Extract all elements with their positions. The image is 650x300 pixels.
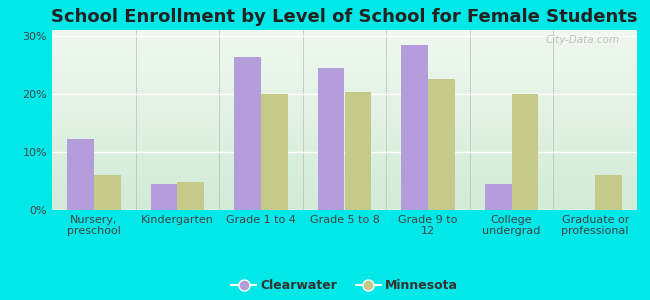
Title: School Enrollment by Level of School for Female Students: School Enrollment by Level of School for… [51,8,638,26]
Bar [512,94,538,210]
Bar [151,184,177,210]
Text: City-Data.com: City-Data.com [545,35,619,45]
Bar [94,175,120,210]
Bar [401,44,428,210]
Bar [261,94,288,210]
Bar [595,175,622,210]
Bar [67,139,94,210]
Bar [318,68,344,210]
Bar [344,92,371,210]
Bar [177,182,204,210]
Bar [485,184,512,210]
Legend: Clearwater, Minnesota: Clearwater, Minnesota [226,274,463,297]
Bar [428,80,455,210]
Bar [234,57,261,210]
